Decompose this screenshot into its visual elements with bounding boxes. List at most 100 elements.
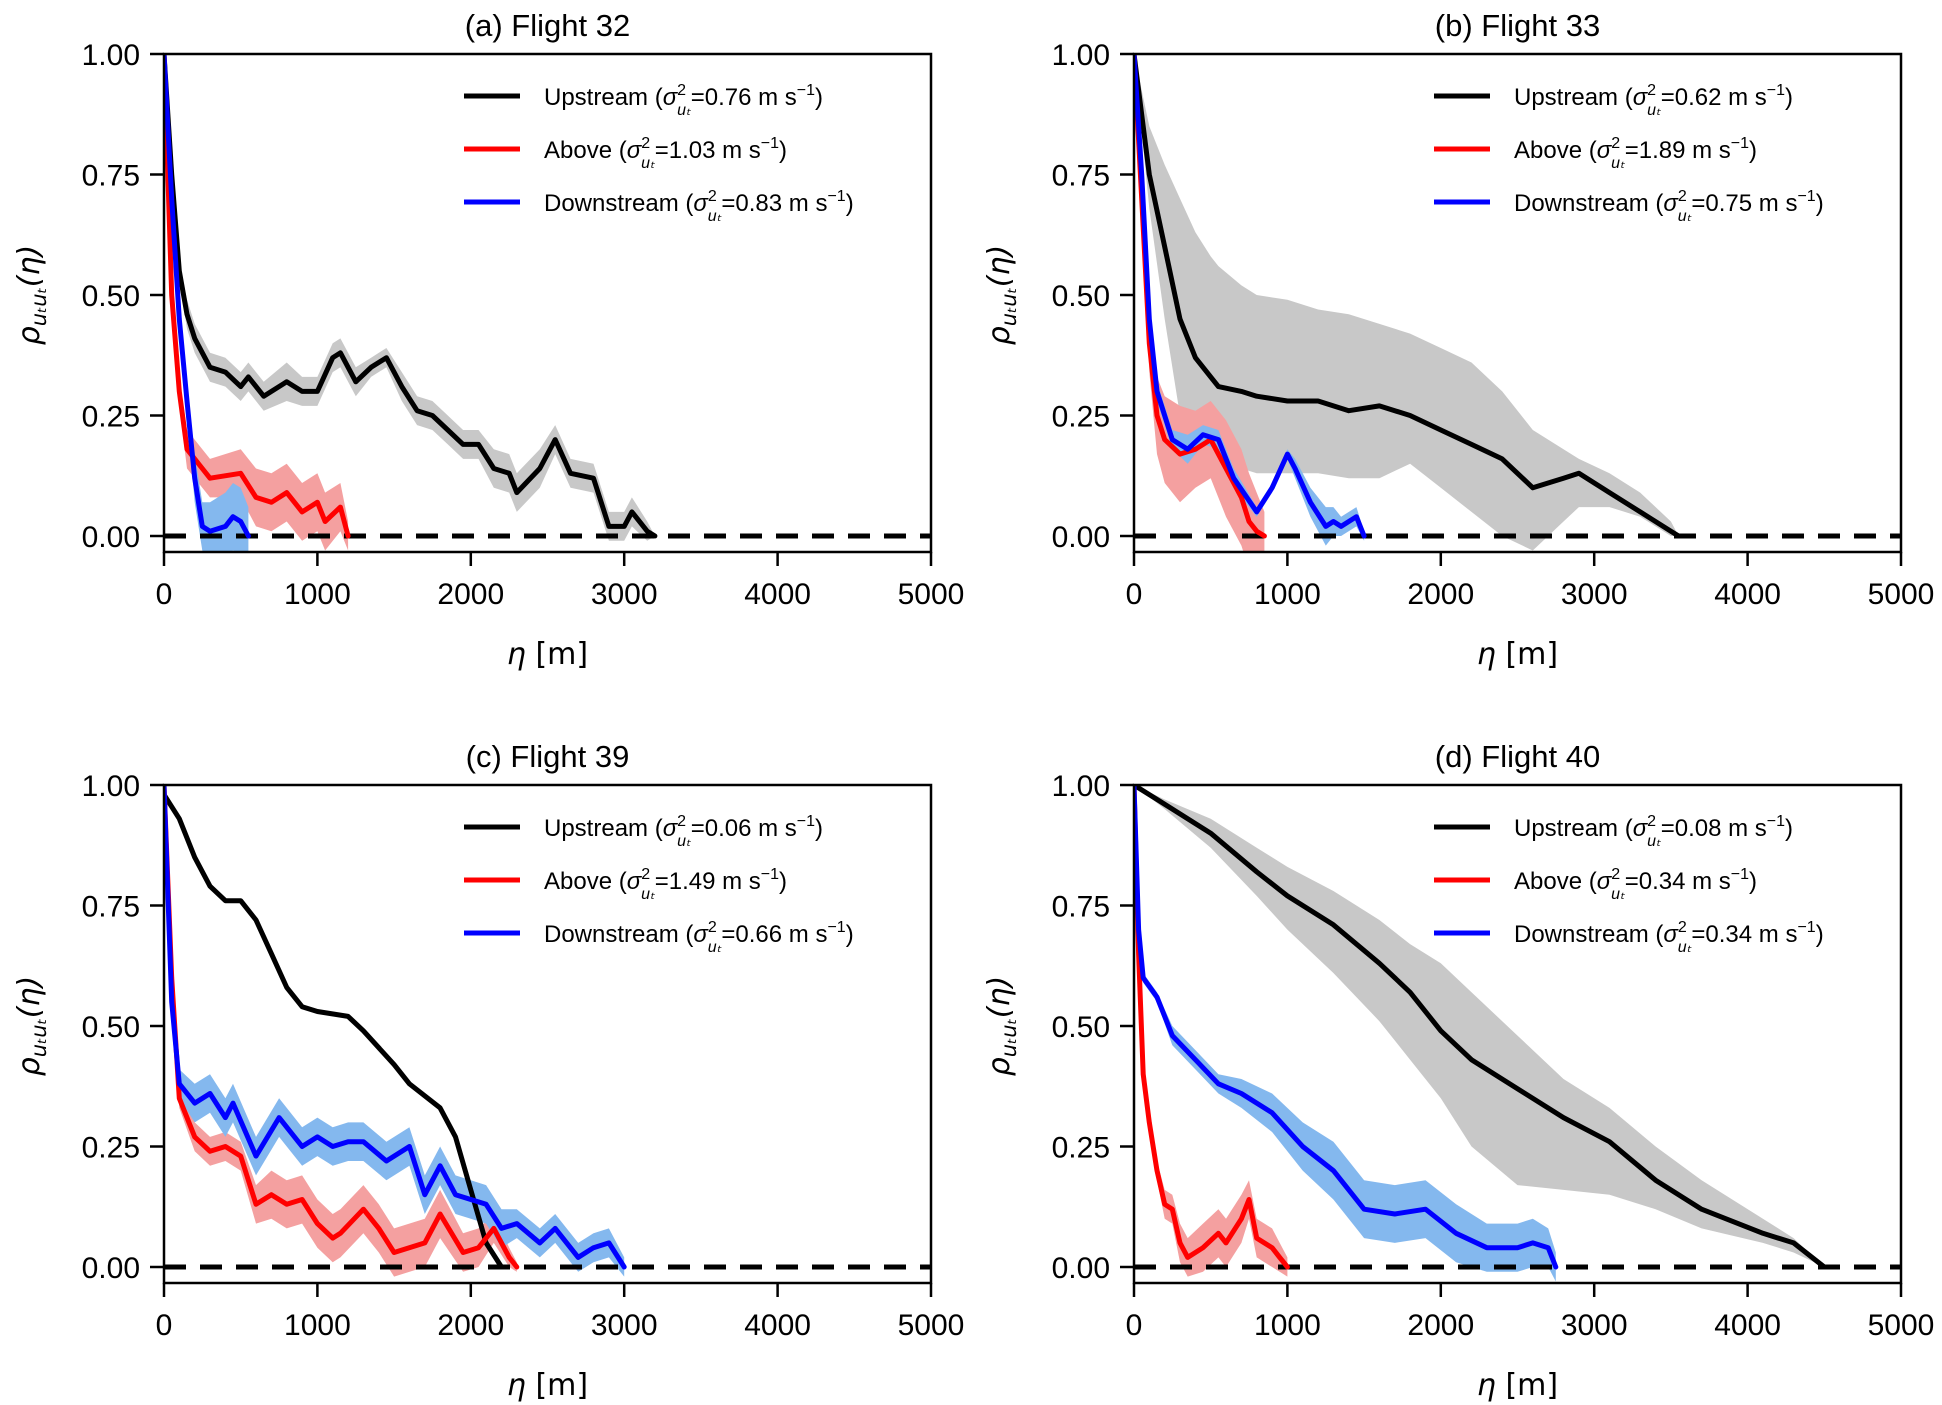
series-line-downstream [1134, 785, 1559, 1270]
band-above [164, 54, 349, 551]
legend-label: Above (σ2 uₜ=1.89 m s−1) [1514, 135, 1757, 172]
y-tick-label: 1.00 [1052, 39, 1110, 72]
panel-c: 0 1000 2000 3000 4000 5000 0.00 0.25 0.50 0.75 1.0… [12, 739, 964, 1403]
x-tick-label: 4000 [744, 578, 811, 611]
legend-item-above: Above (σ2 uₜ=1.89 m s−1) [1434, 135, 1757, 172]
legend-item-above: Above (σ2 uₜ=1.49 m s−1) [464, 866, 787, 903]
x-tick-label: 4000 [1714, 578, 1781, 611]
x-tick-label: 2000 [1407, 578, 1474, 611]
y-tick-label: 0.50 [1052, 1011, 1110, 1044]
y-tick-label: 1.00 [1052, 770, 1110, 803]
y-tick-label: 0.75 [1052, 160, 1110, 193]
x-tick-label: 3000 [591, 578, 658, 611]
x-tick-label: 0 [156, 578, 173, 611]
y-tick-label: 0.50 [82, 280, 140, 313]
legend-item-above: Above (σ2 uₜ=0.34 m s−1) [1434, 866, 1757, 903]
y-tick-label: 0.00 [1052, 521, 1110, 554]
y-tick-label: 0.25 [1052, 1132, 1110, 1165]
x-tick-label: 3000 [1561, 1309, 1628, 1342]
legend-label: Downstream (σ2 uₜ=0.34 m s−1) [1514, 919, 1824, 956]
legend-item-downstream: Downstream (σ2 uₜ=0.83 m s−1) [464, 188, 854, 225]
panel-title: (d) Flight 40 [1435, 739, 1600, 774]
series-line-upstream [1134, 785, 1827, 1270]
series-line-upstream [164, 54, 658, 539]
legend-item-upstream: Upstream (σ2 uₜ=0.06 m s−1) [464, 813, 823, 850]
legend: Upstream (σ2 uₜ=0.08 m s−1) Above (σ2 uₜ=0.… [1434, 813, 1824, 956]
plot-area [164, 785, 931, 1277]
series-line-above [164, 54, 351, 539]
axes-frame [1132, 52, 1903, 554]
series-line-downstream [164, 785, 627, 1270]
y-tick-label: 0.50 [82, 1011, 140, 1044]
panel-title: (a) Flight 32 [465, 8, 630, 43]
legend-label: Downstream (σ2 uₜ=0.66 m s−1) [544, 919, 854, 956]
legend-item-downstream: Downstream (σ2 uₜ=0.34 m s−1) [1434, 919, 1824, 956]
band-upstream [1134, 54, 1679, 551]
y-tick-label: 0.50 [1052, 280, 1110, 313]
legend-item-downstream: Downstream (σ2 uₜ=0.75 m s−1) [1434, 188, 1824, 225]
band-downstream [164, 785, 625, 1277]
legend-label: Above (σ2 uₜ=0.34 m s−1) [1514, 866, 1757, 903]
y-axis-label: ρuₜuₜ(η) [12, 245, 51, 345]
legend-label: Downstream (σ2 uₜ=0.75 m s−1) [1514, 188, 1824, 225]
x-tick-label: 2000 [1407, 1309, 1474, 1342]
x-tick-label: 5000 [898, 578, 965, 611]
legend: Upstream (σ2 uₜ=0.06 m s−1) Above (σ2 uₜ=1.… [464, 813, 854, 956]
legend-label: Upstream (σ2 uₜ=0.76 m s−1) [544, 82, 823, 119]
y-tick-label: 1.00 [82, 770, 140, 803]
series-line-downstream [164, 54, 251, 539]
legend-label: Downstream (σ2 uₜ=0.83 m s−1) [544, 188, 854, 225]
x-tick-label: 2000 [437, 578, 504, 611]
y-tick-label: 0.75 [82, 891, 140, 924]
series-line-upstream [164, 792, 504, 1270]
panel-a: 0 1000 2000 3000 4000 5000 0.00 0.25 0.50 0.75 1.0… [12, 8, 964, 672]
legend-item-downstream: Downstream (σ2 uₜ=0.66 m s−1) [464, 919, 854, 956]
y-tick-label: 0.75 [82, 160, 140, 193]
x-tick-label: 3000 [1561, 578, 1628, 611]
legend-label: Upstream (σ2 uₜ=0.08 m s−1) [1514, 813, 1793, 850]
plot-area [1134, 785, 1901, 1282]
x-tick-label: 5000 [1868, 1309, 1935, 1342]
panel-d: 0 1000 2000 3000 4000 5000 0.00 0.25 0.50 0.75 1.0… [982, 739, 1934, 1403]
x-tick-label: 1000 [284, 1309, 351, 1342]
legend: Upstream (σ2 uₜ=0.76 m s−1) Above (σ2 uₜ=1.… [464, 82, 854, 225]
band-downstream [164, 54, 249, 552]
x-axis-label: η [m] [507, 1368, 588, 1403]
y-tick-label: 0.25 [82, 401, 140, 434]
x-tick-label: 0 [156, 1309, 173, 1342]
legend-item-upstream: Upstream (σ2 uₜ=0.08 m s−1) [1434, 813, 1793, 850]
axes-frame [1132, 783, 1903, 1285]
y-tick-label: 0.00 [1052, 1252, 1110, 1285]
x-tick-label: 0 [1126, 578, 1143, 611]
x-tick-label: 1000 [1254, 578, 1321, 611]
x-tick-label: 4000 [744, 1309, 811, 1342]
x-tick-label: 5000 [898, 1309, 965, 1342]
x-tick-label: 1000 [1254, 1309, 1321, 1342]
series-line-above [1134, 54, 1267, 539]
x-tick-label: 0 [1126, 1309, 1143, 1342]
x-axis-label: η [m] [507, 637, 588, 672]
legend-item-above: Above (σ2 uₜ=1.03 m s−1) [464, 135, 787, 172]
y-tick-label: 0.00 [82, 521, 140, 554]
x-tick-label: 3000 [591, 1309, 658, 1342]
legend-label: Upstream (σ2 uₜ=0.62 m s−1) [1514, 82, 1793, 119]
plot-area [164, 54, 931, 552]
y-axis-label: ρuₜuₜ(η) [982, 245, 1021, 345]
series-line-upstream [1134, 54, 1682, 539]
x-axis-label: η [m] [1477, 1368, 1558, 1403]
y-tick-label: 0.25 [1052, 401, 1110, 434]
legend-item-upstream: Upstream (σ2 uₜ=0.62 m s−1) [1434, 82, 1793, 119]
series-line-downstream [1134, 54, 1367, 539]
plot-area [1134, 54, 1901, 552]
legend: Upstream (σ2 uₜ=0.62 m s−1) Above (σ2 uₜ=1.… [1434, 82, 1824, 225]
legend-label: Above (σ2 uₜ=1.49 m s−1) [544, 866, 787, 903]
x-tick-label: 4000 [1714, 1309, 1781, 1342]
y-tick-label: 0.25 [82, 1132, 140, 1165]
x-tick-label: 2000 [437, 1309, 504, 1342]
y-axis-label: ρuₜuₜ(η) [12, 976, 51, 1076]
axes-frame [162, 52, 933, 554]
panel-b: 0 1000 2000 3000 4000 5000 0.00 0.25 0.50 0.75 1.0… [982, 8, 1934, 672]
x-axis-label: η [m] [1477, 637, 1558, 672]
x-tick-label: 1000 [284, 578, 351, 611]
